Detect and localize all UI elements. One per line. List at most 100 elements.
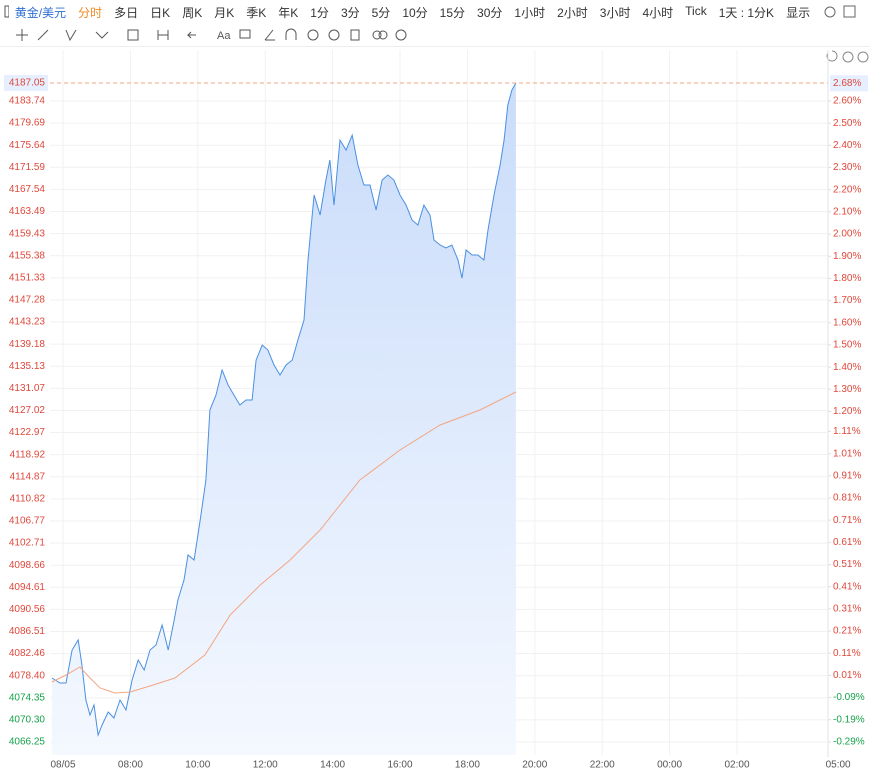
- display-select[interactable]: 显示: [786, 5, 811, 20]
- y-tick-label: 4171.59: [9, 162, 46, 173]
- settings-icon[interactable]: [824, 6, 836, 18]
- box-icon[interactable]: [843, 5, 856, 18]
- y2-tick-label: 0.11%: [833, 648, 861, 659]
- magnet-icon[interactable]: [285, 28, 297, 40]
- period-tab[interactable]: 1小时: [514, 5, 546, 20]
- period-tab[interactable]: 15分: [439, 5, 466, 20]
- wave-icon[interactable]: [95, 31, 109, 39]
- x-tick-label: 05:00: [826, 760, 851, 771]
- fib-icon[interactable]: [127, 29, 139, 41]
- period-tab[interactable]: Tick: [685, 3, 707, 18]
- y-tick-label: 4118.92: [10, 449, 46, 460]
- arrow-icon[interactable]: [186, 31, 196, 39]
- period-tab[interactable]: 5分: [371, 5, 391, 20]
- y-tick-label: 4179.69: [9, 118, 46, 129]
- y2-tick-label: 2.50%: [833, 118, 861, 129]
- y2-tick-label: 1.30%: [833, 384, 861, 395]
- period-tab[interactable]: 周K: [182, 5, 203, 20]
- channel-icon[interactable]: [65, 29, 77, 42]
- note-icon[interactable]: [239, 29, 251, 39]
- measure-icon[interactable]: [157, 30, 169, 40]
- x-tick-label: 22:00: [590, 760, 615, 771]
- y-tick-label: 4070.30: [9, 715, 46, 726]
- y-tick-label: 4114.87: [10, 471, 46, 482]
- y2-tick-label: -0.29%: [833, 737, 865, 748]
- x-tick-label: 18:00: [455, 760, 480, 771]
- period-tab[interactable]: 1分: [310, 5, 329, 20]
- y-tick-label: 4135.13: [9, 361, 46, 372]
- tool-icons: [824, 5, 856, 18]
- range-select[interactable]: 1天 : 1分K: [718, 5, 775, 20]
- y2-tick-label: 1.60%: [833, 317, 861, 328]
- y2-tick-label: 2.00%: [833, 229, 861, 240]
- y2-tick-label: 0.71%: [833, 515, 861, 526]
- angle-icon[interactable]: [264, 29, 275, 41]
- y-tick-label: 4066.25: [9, 737, 46, 748]
- symbol[interactable]: 黄金/美元: [14, 5, 67, 20]
- y2-tick-label: 0.01%: [833, 670, 861, 681]
- y-tick-label: 4143.23: [9, 317, 46, 328]
- y-tick-label: 4078.40: [9, 670, 46, 681]
- period-tab[interactable]: 10分: [402, 5, 428, 20]
- period-tab[interactable]: 4小时: [642, 5, 674, 20]
- period-tab[interactable]: 3小时: [599, 5, 631, 20]
- y-tick-label: 4090.56: [9, 604, 46, 615]
- eye-icon[interactable]: [307, 29, 319, 41]
- y-tick-label: 4127.02: [9, 405, 46, 416]
- link-icon[interactable]: [372, 30, 382, 40]
- y2-tick-label: 0.21%: [833, 626, 861, 637]
- y-tick-label: 4155.38: [9, 250, 46, 261]
- period-toolbar: 黄金/美元 分时 多日 日K 周K 月K 季K 年K 1分 3分 5分 10分 15分 30分 1小时 2小…: [0, 0, 870, 24]
- y2-tick-label: 2.10%: [833, 207, 861, 218]
- last-price-box: [4, 74, 48, 91]
- drawing-toolbar: Aa: [0, 24, 870, 47]
- x-tick-label: 10:00: [185, 760, 210, 771]
- period-tab[interactable]: 多日: [114, 5, 139, 20]
- y2-tick-label: 0.61%: [833, 537, 861, 548]
- y-tick-label: 4159.43: [9, 228, 46, 239]
- y-tick-label: 4167.54: [9, 184, 46, 195]
- y-tick-label: 4094.61: [9, 582, 46, 593]
- line: [51, 391, 517, 694]
- line-icon[interactable]: [37, 29, 49, 41]
- y2-tick-label: -0.09%: [833, 692, 865, 703]
- y2-tick-label: 0.31%: [833, 603, 861, 614]
- zoom-out-icon[interactable]: [842, 51, 854, 63]
- trash-icon[interactable]: [350, 29, 360, 41]
- period-tab[interactable]: 3分: [340, 5, 360, 20]
- period-tab[interactable]: 年K: [278, 5, 299, 20]
- y-tick-label: 4163.49: [9, 206, 46, 217]
- hide-icon[interactable]: [328, 29, 340, 41]
- y-tick-label: 4086.51: [9, 626, 46, 637]
- last-price-label: 4187.05: [9, 78, 46, 89]
- line: [51, 82, 517, 737]
- zoom-in-icon[interactable]: [857, 51, 869, 63]
- reset-icon[interactable]: [826, 50, 838, 62]
- y-tick-label: 4183.74: [9, 96, 46, 107]
- period-tab[interactable]: 2小时: [557, 5, 588, 20]
- y-tick-label: 4175.64: [9, 140, 46, 151]
- period-tab[interactable]: 季K: [246, 5, 267, 20]
- y-tick-label: 4102.71: [9, 538, 46, 549]
- layout-icon[interactable]: [4, 5, 9, 19]
- y2-tick-label: 1.90%: [833, 251, 861, 262]
- x-tick-label: 20:00: [522, 760, 547, 771]
- gear-icon[interactable]: [395, 29, 407, 41]
- y2-tick-label: 1.01%: [833, 448, 861, 459]
- period-tab[interactable]: 30分: [477, 5, 503, 20]
- y-tick-label: 4122.97: [9, 427, 46, 438]
- drawing-icons: Aa: [16, 28, 407, 42]
- move-icon[interactable]: [16, 29, 28, 41]
- period-tab[interactable]: 日K: [150, 5, 171, 20]
- y2-tick-label: 2.40%: [833, 140, 861, 151]
- y2-tick-label: 2.60%: [833, 96, 861, 107]
- y-tick-label: 4098.66: [9, 560, 46, 571]
- y2-tick-label: 0.91%: [833, 470, 861, 481]
- period-tab[interactable]: 分时: [78, 5, 103, 20]
- period-tab[interactable]: 月K: [214, 5, 235, 20]
- y2-tick-label: -0.19%: [833, 714, 865, 725]
- y2-tick-label: 2.30%: [833, 162, 861, 173]
- text-tool[interactable]: Aa: [217, 30, 231, 42]
- y-tick-label: 4106.77: [9, 516, 46, 527]
